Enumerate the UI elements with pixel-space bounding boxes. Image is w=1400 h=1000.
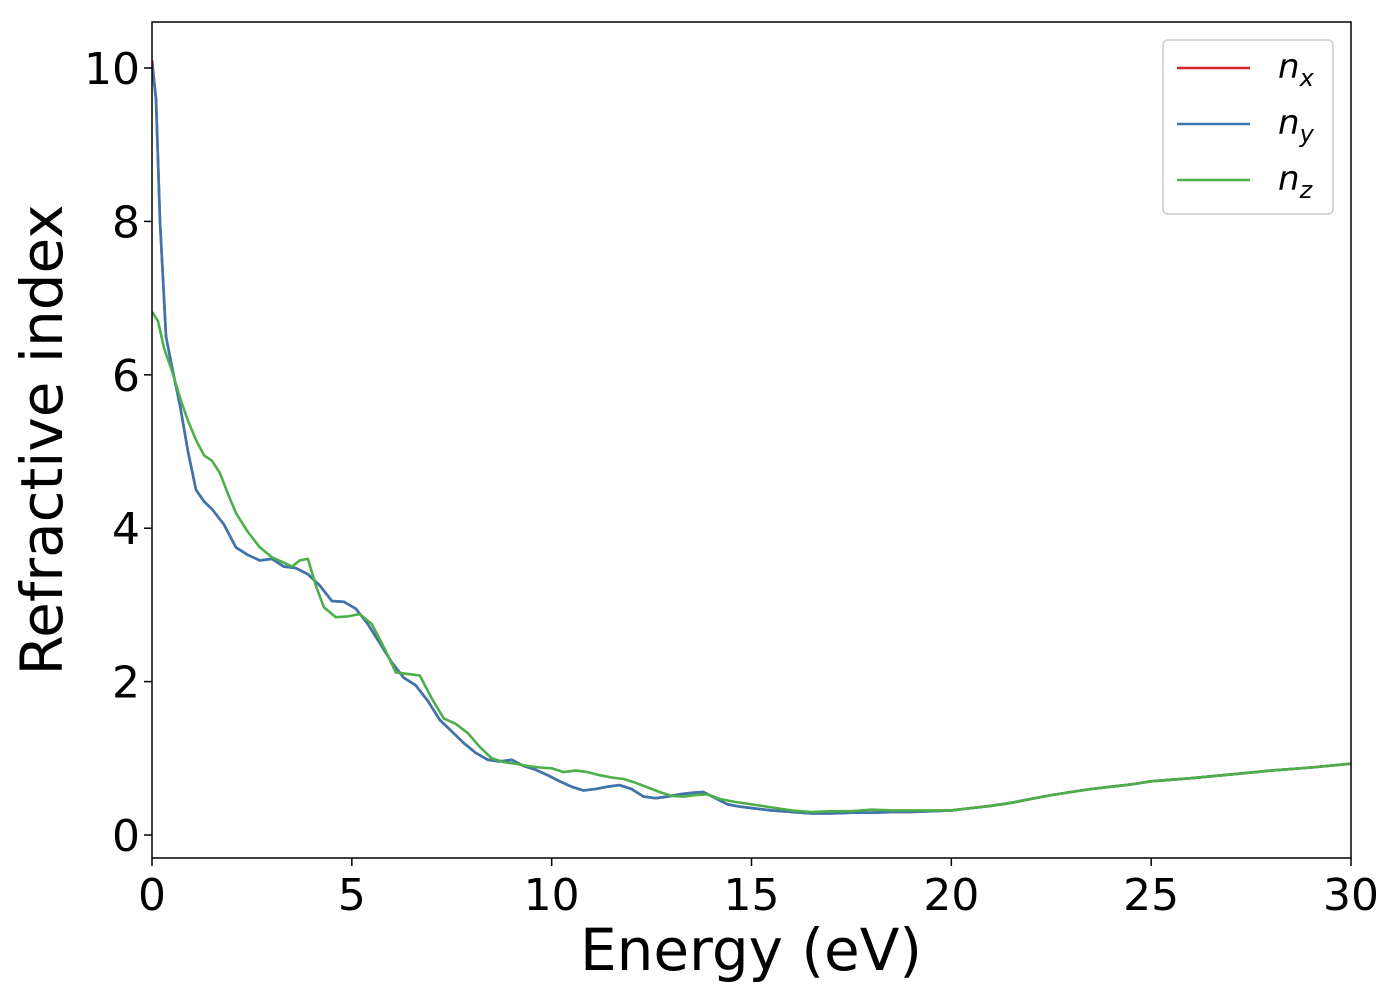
y-tick-label: 2 [112, 658, 140, 709]
legend-label-ny: ny [1278, 103, 1315, 148]
x-tick-label: 30 [1323, 870, 1379, 921]
tick-layer: 0 5 10 15 20 25 30 0 2 4 6 8 10 [84, 44, 1379, 921]
y-tick-label: 8 [112, 197, 140, 248]
y-tick-label: 0 [112, 811, 140, 862]
plot-frame [151, 21, 1352, 859]
series-line-nz [152, 311, 1351, 814]
legend-box [1162, 39, 1334, 215]
x-tick-label: 25 [1123, 870, 1179, 921]
legend: nx ny nz [1162, 39, 1334, 215]
legend-label-nx: nx [1278, 47, 1315, 92]
x-tick-label: 15 [724, 870, 780, 921]
x-tick-label: 5 [338, 870, 366, 921]
plot-lines [152, 60, 1351, 815]
y-tick-label: 6 [112, 351, 140, 402]
x-tick-label: 0 [138, 870, 166, 921]
x-tick-label: 20 [923, 870, 979, 921]
y-tick-label: 4 [112, 504, 140, 555]
x-tick-label: 10 [524, 870, 580, 921]
legend-label-nz: nz [1278, 159, 1314, 204]
y-tick-label: 10 [84, 44, 140, 95]
x-axis-title: Energy (eV) [580, 916, 922, 984]
y-axis-title: Refractive index [8, 204, 76, 675]
